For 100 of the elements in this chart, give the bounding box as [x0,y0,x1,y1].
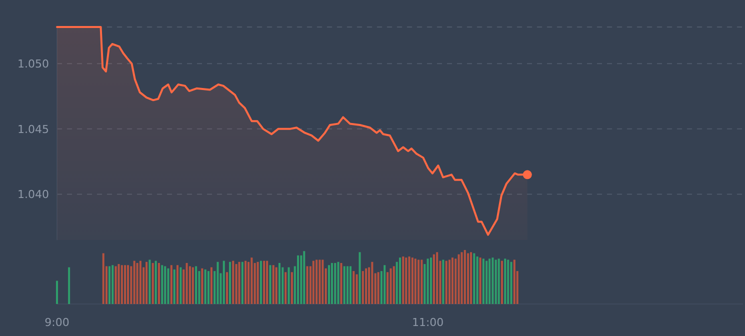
bar [238,262,240,304]
bar [467,253,470,304]
bar [352,271,355,304]
bar [216,262,219,304]
bar [486,260,488,304]
bar [297,255,300,304]
bar [312,260,314,304]
bar [173,269,176,304]
bar [500,260,503,304]
bar [418,260,420,304]
bar [464,250,466,304]
bar [402,256,404,304]
bar [371,262,374,304]
bar [152,262,154,304]
bar [510,262,512,304]
bar [343,266,346,304]
bar [288,267,290,304]
bar [188,266,191,304]
bar [154,260,157,304]
bar [226,272,228,304]
bar [228,262,231,304]
bar [513,260,516,304]
bar [507,260,510,304]
bar [408,256,410,304]
bar [207,271,210,304]
bar [248,262,250,304]
bar [470,252,472,304]
bar [358,252,361,304]
bar [263,260,266,304]
bar [146,262,148,304]
bar [114,266,117,304]
bar [282,267,284,304]
bar [112,265,114,304]
bar [284,272,287,304]
bar [337,262,340,304]
bar [120,265,123,304]
bar [451,258,454,304]
bar [318,260,321,304]
bar [432,254,435,304]
bar [362,271,364,304]
bar [330,262,333,304]
bar [186,262,188,304]
bar [392,266,395,304]
bar [316,260,318,304]
bar [426,258,429,304]
bar [124,265,126,304]
bar [260,260,262,304]
bar [458,254,460,304]
bar [204,269,206,304]
bar [139,260,142,304]
bar [386,272,389,304]
bar [102,253,104,304]
bar [241,262,244,304]
bar [201,268,204,304]
bar [192,267,194,304]
bar [445,260,448,304]
bar [476,256,478,304]
y-tick-label: 1.040 [18,188,49,202]
bar [494,260,497,304]
bar [278,262,280,304]
bar [411,258,414,304]
bar [460,252,463,304]
bar [430,258,432,304]
bar [108,266,110,304]
bar [488,258,491,304]
bar [210,267,212,304]
bar [448,260,451,304]
bar [498,258,500,304]
bar [195,266,198,304]
bar [56,280,58,304]
bar [420,260,423,304]
bar [504,258,506,304]
bar [405,258,408,304]
y-tick-label: 1.050 [18,57,49,70]
bar [414,258,416,304]
bar [479,258,482,304]
bar [300,255,302,304]
bar [269,265,272,304]
bar [396,262,398,304]
bar [250,258,253,304]
bar [328,265,330,304]
bar [399,258,401,304]
bar [118,264,120,304]
bar [334,262,336,304]
bar [176,265,179,304]
bar [266,260,268,304]
bar [275,267,278,304]
bar [167,268,170,304]
bar [133,260,136,304]
y-tick-label: 1.045 [18,122,49,136]
bar [306,266,308,304]
bar [272,265,274,304]
bar [377,272,380,304]
bar [492,258,494,304]
bar [161,265,164,304]
bar [290,272,293,304]
bar [158,262,160,304]
bar [482,258,484,304]
bar [235,264,238,304]
bar [148,260,151,304]
